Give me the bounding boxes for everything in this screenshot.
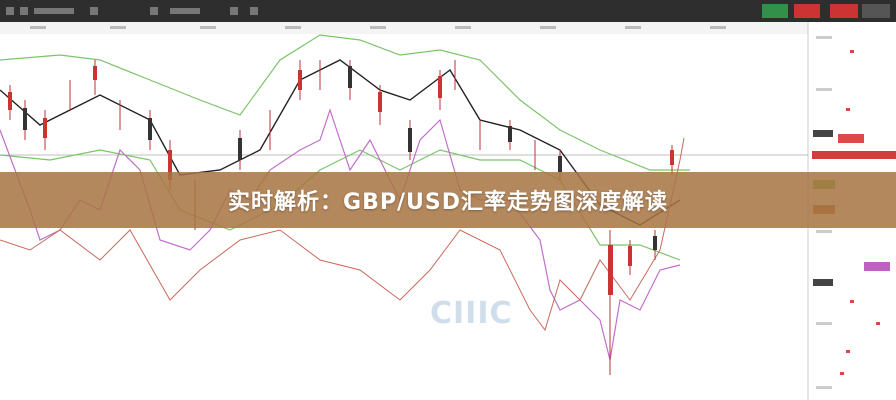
price-label: [813, 130, 833, 137]
date-ticks: [30, 26, 726, 29]
upper-band: [0, 34, 690, 171]
candle-bodies: [8, 66, 674, 295]
price-label: [838, 134, 864, 143]
moving-average: [0, 59, 681, 226]
date-axis: [0, 22, 808, 34]
candle-bodies-dark: [23, 66, 657, 250]
toolbar-icons: [6, 7, 258, 15]
title-banner: 实时解析：GBP/USD汇率走势图深度解读: [0, 172, 896, 228]
price-ticks: [816, 36, 832, 389]
toolbar: [0, 0, 896, 22]
banner-title: 实时解析：GBP/USD汇率走势图深度解读: [228, 190, 668, 215]
price-label: [864, 262, 890, 271]
price-line: [0, 137, 685, 332]
price-label: [813, 279, 833, 286]
ask-badge: [830, 4, 858, 18]
watermark: CIIIC: [430, 296, 513, 331]
bid-badge: [762, 4, 788, 18]
menu-badge: [862, 4, 890, 18]
ask-badge: [794, 4, 820, 18]
oscillator-line: [0, 108, 681, 361]
price-markers: [840, 50, 880, 375]
current-price-label: [812, 151, 896, 159]
